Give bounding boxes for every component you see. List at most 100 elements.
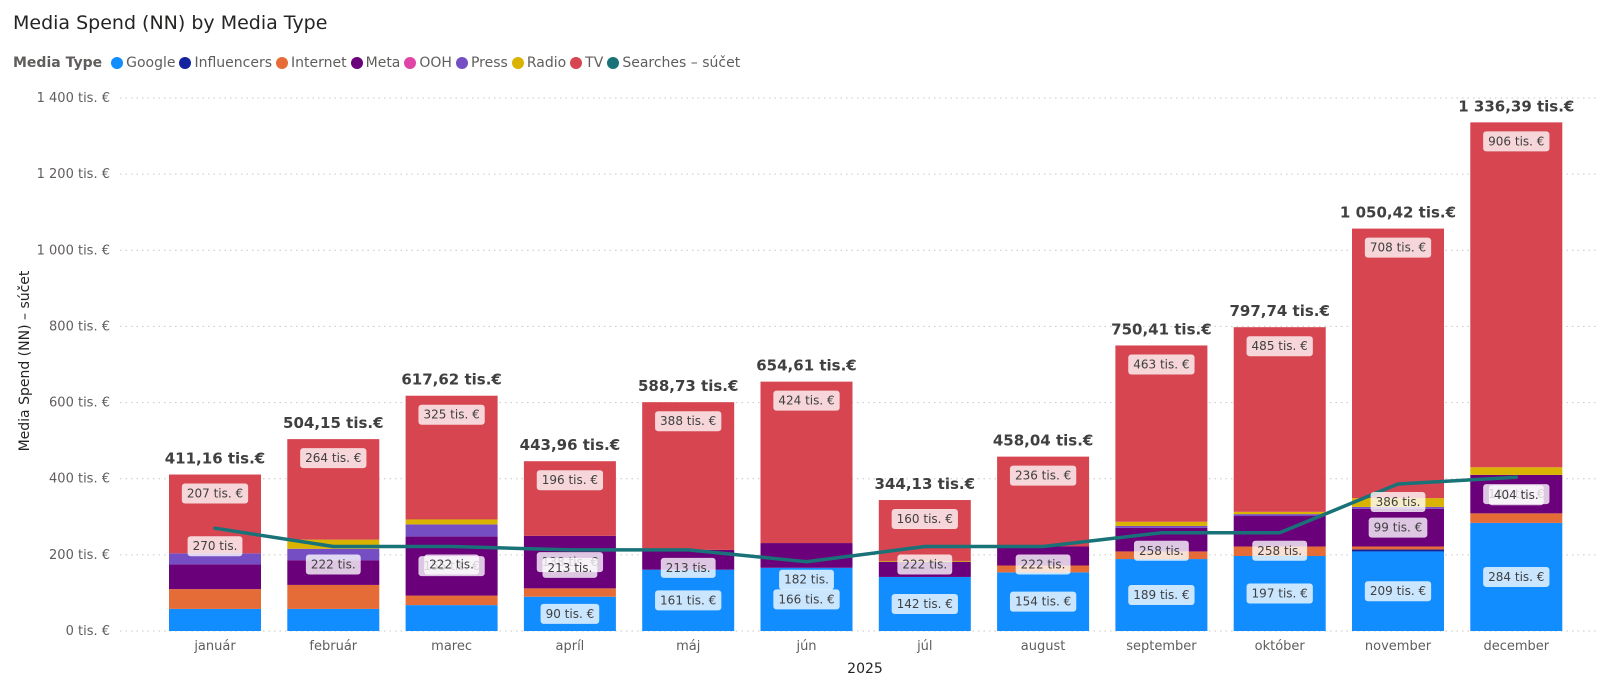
- data-label-background: [300, 448, 367, 469]
- legend-label: Internet: [291, 55, 347, 71]
- data-label-searches: 222 tis.: [902, 557, 947, 571]
- legend-label: OOH: [419, 55, 452, 71]
- bar-segment-tv: [1352, 228, 1444, 499]
- data-label-background: [542, 557, 598, 578]
- data-label-tv: 388 tis. €: [660, 414, 716, 428]
- legend-label: Radio: [526, 55, 567, 71]
- data-label-background: [655, 590, 722, 611]
- legend-label: Influencers: [194, 55, 273, 71]
- legend-title: Media Type: [13, 55, 103, 71]
- bar-segment-press: [405, 524, 498, 537]
- data-label-google: 166 tis. €: [778, 592, 834, 606]
- data-label-background: [1488, 485, 1544, 506]
- data-label-background: [181, 483, 249, 504]
- y-axis-title: Media Spend (NN) – súčet: [17, 270, 33, 451]
- legend-item[interactable]: Influencers: [179, 55, 272, 71]
- data-label-tv: 424 tis. €: [778, 394, 834, 408]
- data-label-background: [1252, 540, 1308, 561]
- data-label-background: [1370, 492, 1426, 513]
- legend-item[interactable]: Google: [111, 55, 175, 71]
- legend-item[interactable]: OOH: [404, 55, 452, 71]
- x-tick-label: apríl: [556, 639, 585, 654]
- bar-segment-google: [287, 608, 380, 631]
- y-tick-label: 1 000 tis. €: [37, 243, 110, 258]
- data-label-tv: 906 tis. €: [1488, 134, 1544, 148]
- bar-segment-influencers: [1352, 549, 1444, 552]
- total-label: 617,62 tis.€: [401, 371, 501, 389]
- x-tick-label: júl: [916, 639, 932, 654]
- y-tick-label: 600 tis. €: [49, 396, 110, 411]
- data-label-background: [424, 554, 480, 575]
- total-label: 504,15 tis.€: [283, 414, 383, 432]
- data-label-meta: 99 tis. €: [1374, 521, 1423, 535]
- legend-label: Google: [126, 55, 176, 71]
- legend-label: Press: [470, 55, 508, 71]
- x-tick-label: marec: [431, 639, 472, 654]
- data-label-tv: 196 tis. €: [542, 473, 598, 487]
- total-label: 458,04 tis.€: [993, 432, 1093, 450]
- legend-marker: [455, 57, 468, 69]
- legend-item[interactable]: Press: [455, 55, 508, 71]
- legend-item[interactable]: Searches – súčet: [607, 55, 740, 71]
- data-label-background: [1483, 131, 1550, 152]
- legend-items: Google Influencers Internet Meta OOH Press Rad…: [111, 55, 744, 71]
- data-label-background: [418, 404, 485, 425]
- bar-segment-press: [1233, 514, 1326, 517]
- x-tick-label: jún: [795, 639, 816, 654]
- bar-segment-radio: [287, 539, 380, 549]
- x-tick-label: september: [1126, 639, 1197, 654]
- legend-marker: [179, 57, 192, 69]
- legend-marker: [404, 57, 417, 69]
- data-label-tv: 160 tis. €: [897, 512, 953, 526]
- y-tick-label: 1 200 tis. €: [37, 167, 110, 182]
- legend-item[interactable]: Meta: [350, 55, 401, 71]
- legend-marker: [607, 57, 620, 69]
- total-label: 411,16 tis.€: [165, 450, 265, 468]
- total-label: 588,73 tis.€: [638, 377, 738, 395]
- legend-item[interactable]: TV: [570, 55, 603, 71]
- legend-marker: [511, 57, 524, 69]
- data-label-tv: 325 tis. €: [423, 408, 479, 422]
- data-label-google: 197 tis. €: [1252, 586, 1308, 600]
- data-label-searches: 213 tis.: [666, 561, 711, 575]
- legend-label: Searches – súčet: [622, 55, 741, 71]
- y-tick-label: 800 tis. €: [49, 319, 110, 334]
- legend-marker: [276, 57, 289, 69]
- data-label-background: [1015, 554, 1071, 575]
- data-label-background: [1128, 585, 1195, 606]
- total-label: 1 336,39 tis.€: [1458, 97, 1574, 115]
- data-label-searches: 258 tis.: [1257, 544, 1302, 558]
- data-label-background: [1133, 540, 1189, 561]
- data-label-searches: 222 tis.: [311, 557, 356, 571]
- data-label-searches: 222 tis.: [429, 557, 474, 571]
- data-label-background: [779, 569, 834, 590]
- legend-item[interactable]: Internet: [276, 55, 347, 71]
- total-label: 750,41 tis.€: [1111, 320, 1211, 338]
- data-label-tv: 708 tis. €: [1370, 241, 1426, 255]
- data-label-searches: 270 tis.: [193, 539, 238, 553]
- legend-item[interactable]: Radio: [511, 55, 567, 71]
- bar-segment-radio: [1233, 511, 1326, 515]
- data-label-searches: 213 tis.: [547, 561, 592, 575]
- data-label-searches: 386 tis.: [1376, 495, 1421, 509]
- bar-segment-internet: [169, 589, 261, 609]
- y-tick-label: 400 tis. €: [49, 472, 110, 487]
- x-tick-label: január: [193, 639, 236, 654]
- data-label-background: [1364, 237, 1432, 258]
- data-label-google: 90 tis. €: [546, 607, 595, 621]
- data-label-google: 284 tis. €: [1488, 570, 1544, 584]
- bar-segment-google: [169, 608, 261, 631]
- total-label: 344,13 tis.€: [875, 475, 975, 493]
- bar-segment-internet: [1352, 546, 1444, 550]
- bar-segment-meta: [169, 564, 261, 590]
- data-label-background: [773, 589, 840, 610]
- x-tick-label: máj: [676, 639, 700, 654]
- data-label-tv: 264 tis. €: [305, 451, 361, 465]
- data-label-background: [1128, 354, 1195, 375]
- x-tick-label: november: [1365, 639, 1432, 654]
- legend-label: Meta: [365, 55, 401, 71]
- bar-segment-tv: [1233, 327, 1326, 512]
- bar-segment-internet: [523, 588, 616, 597]
- bar-segment-radio: [1470, 467, 1563, 475]
- y-tick-label: 1 400 tis. €: [37, 91, 110, 106]
